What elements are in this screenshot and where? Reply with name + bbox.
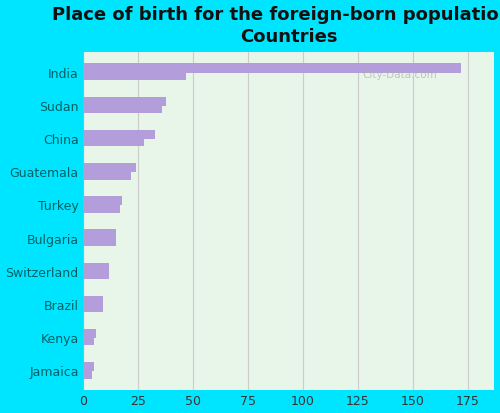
Text: City-Data.com: City-Data.com bbox=[362, 70, 438, 80]
Bar bbox=[83, 329, 96, 338]
Bar bbox=[83, 204, 120, 213]
Bar bbox=[83, 336, 94, 346]
Bar bbox=[83, 296, 102, 305]
Bar bbox=[83, 171, 132, 180]
Bar bbox=[83, 303, 102, 313]
Bar bbox=[83, 362, 94, 371]
Bar bbox=[83, 71, 186, 81]
Bar bbox=[83, 237, 116, 247]
Bar bbox=[83, 138, 144, 147]
Bar bbox=[83, 105, 162, 114]
Title: Place of birth for the foreign-born population -
Countries: Place of birth for the foreign-born popu… bbox=[52, 5, 500, 46]
Bar bbox=[83, 370, 92, 379]
Bar bbox=[83, 131, 156, 140]
Bar bbox=[83, 263, 110, 272]
Bar bbox=[83, 270, 110, 280]
Bar bbox=[83, 197, 122, 206]
Bar bbox=[83, 64, 462, 74]
Bar bbox=[83, 97, 166, 107]
Bar bbox=[83, 164, 136, 173]
Bar bbox=[83, 230, 116, 239]
